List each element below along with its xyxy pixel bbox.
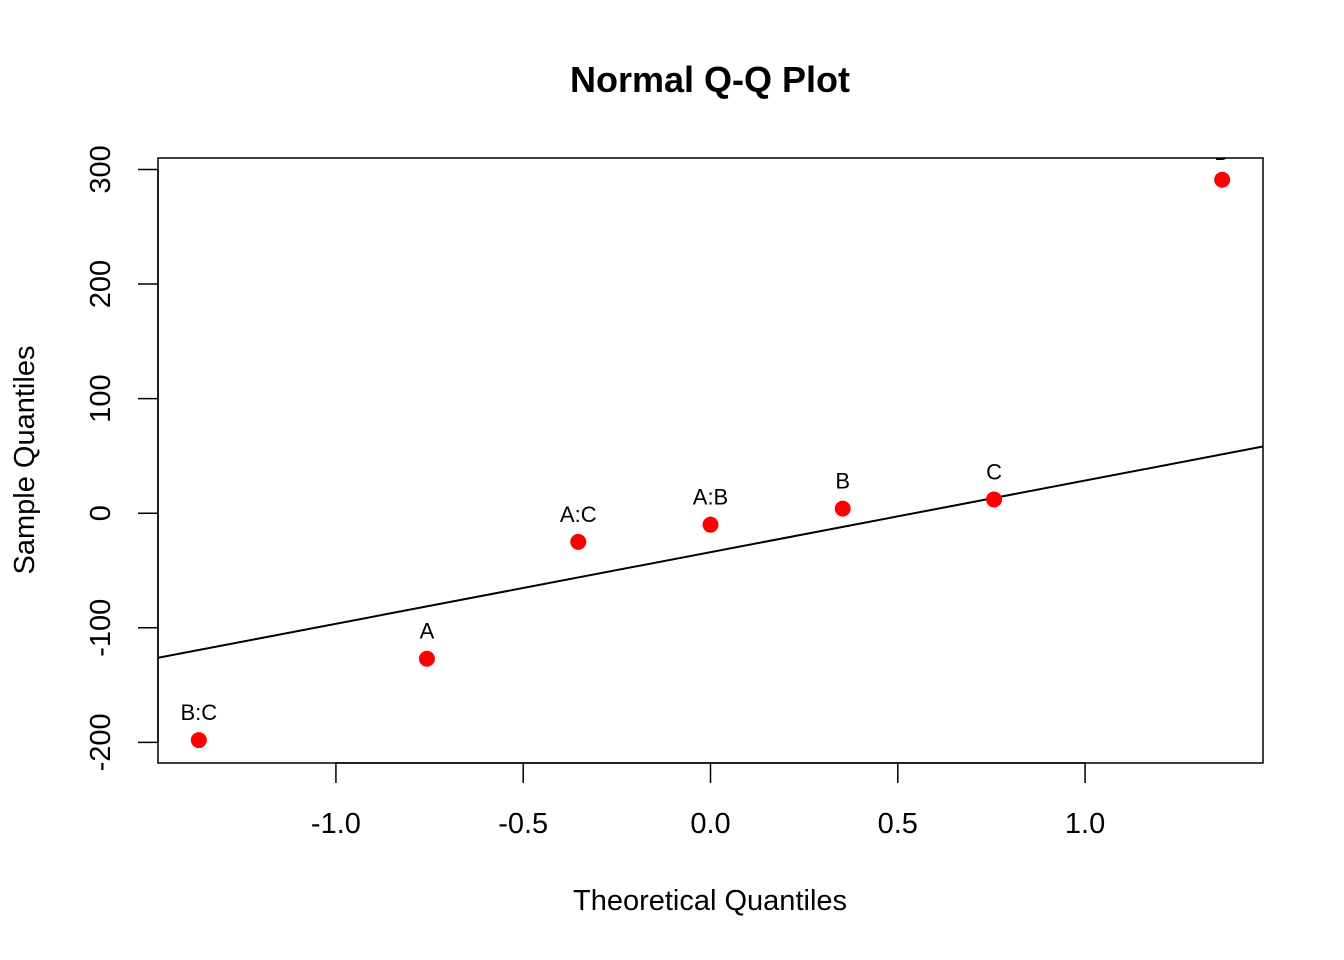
data-point — [418, 650, 435, 667]
x-tick-label: 0.5 — [878, 808, 918, 840]
data-point — [702, 516, 719, 533]
points-layer: B:C A A:C A:B B C D — [180, 140, 1231, 749]
qq-reference-line — [158, 445, 1263, 659]
x-tick-label: -0.5 — [498, 808, 548, 840]
data-point-label: A:C — [560, 502, 597, 527]
data-point — [570, 533, 587, 550]
data-point-label: D — [1214, 140, 1230, 165]
x-tick-label: -1.0 — [311, 808, 361, 840]
y-tick-label: -100 — [85, 599, 117, 657]
y-tick-label: 0 — [85, 505, 117, 521]
x-tick-label: 1.0 — [1065, 808, 1105, 840]
data-point-label: C — [986, 459, 1002, 484]
plot-frame — [157, 157, 1264, 764]
y-tick-label: 300 — [85, 145, 117, 193]
x-axis: -1.0 -0.5 0.0 0.5 1.0 — [311, 762, 1105, 840]
reference-line-layer — [158, 445, 1263, 659]
data-point-label: B:C — [180, 700, 217, 725]
y-tick-label: 100 — [85, 374, 117, 422]
x-axis-title: Theoretical Quantiles — [573, 885, 847, 917]
data-point — [190, 732, 207, 749]
data-point-label: B — [835, 469, 850, 494]
x-tick-label: 0.0 — [690, 808, 730, 840]
data-point — [986, 491, 1003, 508]
chart-title: Normal Q-Q Plot — [570, 59, 850, 100]
y-tick-label: 200 — [85, 260, 117, 308]
data-point — [834, 500, 851, 517]
data-point-label: A:B — [693, 485, 728, 510]
data-point — [1214, 171, 1231, 188]
y-axis-title: Sample Quantiles — [9, 346, 41, 575]
y-tick-label: -200 — [85, 713, 117, 771]
y-axis: -200 -100 0 100 200 300 — [85, 145, 159, 771]
data-point-label: A — [420, 619, 435, 644]
